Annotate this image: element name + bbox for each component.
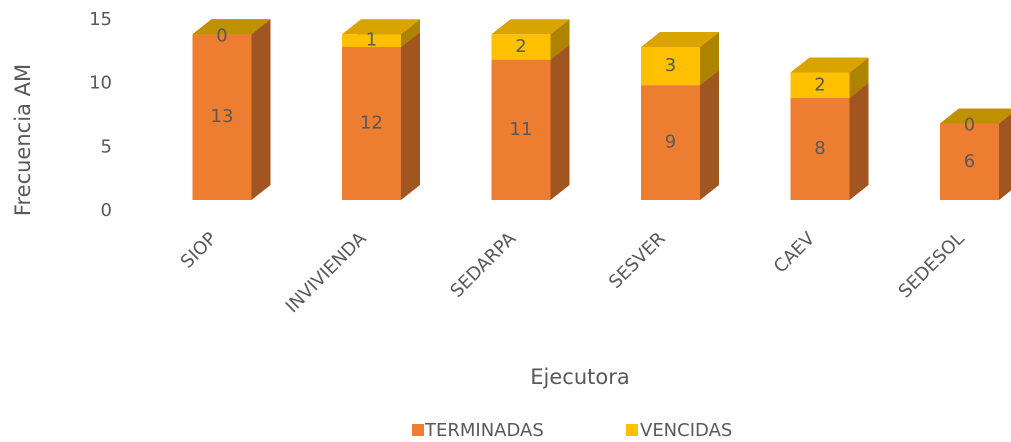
bar-top bbox=[192, 19, 271, 35]
y-tick-label: 10 bbox=[89, 73, 112, 94]
bar-side bbox=[849, 57, 869, 98]
bar-front bbox=[641, 85, 700, 200]
bar-side bbox=[999, 114, 1011, 200]
legend-label: TERMINADAS bbox=[424, 420, 544, 441]
bar-top bbox=[342, 19, 420, 35]
bar-top bbox=[641, 32, 719, 47]
value-label: 9 bbox=[665, 132, 676, 153]
value-label: 8 bbox=[814, 138, 825, 159]
bar-side bbox=[251, 19, 271, 200]
bar-top bbox=[940, 108, 1011, 124]
y-axis-title: Frecuencia AM bbox=[11, 64, 35, 216]
bar-front bbox=[940, 123, 999, 200]
bar-front bbox=[491, 34, 551, 60]
legend-swatch bbox=[412, 424, 424, 436]
bar-front bbox=[192, 34, 252, 200]
x-tick-label: CAEV bbox=[770, 228, 820, 278]
value-label: 13 bbox=[211, 106, 234, 127]
x-axis-title: Ejecutora bbox=[530, 365, 629, 389]
bar-front bbox=[641, 47, 700, 86]
value-label: 2 bbox=[515, 36, 526, 57]
value-label: 0 bbox=[216, 25, 227, 46]
y-tick-label: 5 bbox=[101, 136, 112, 157]
bar-side bbox=[849, 83, 869, 200]
value-label: 2 bbox=[814, 74, 825, 95]
value-label: 1 bbox=[366, 30, 377, 51]
value-label: 3 bbox=[665, 55, 676, 76]
x-tick-label: SESVER bbox=[605, 228, 670, 293]
value-label: 0 bbox=[964, 115, 975, 136]
bar-side bbox=[700, 70, 719, 200]
bar-top bbox=[491, 19, 570, 35]
x-tick-label: SEDESOL bbox=[895, 228, 969, 302]
bar-top bbox=[790, 57, 869, 73]
bar-side bbox=[401, 19, 420, 47]
legend-swatch bbox=[626, 424, 638, 436]
bar-front bbox=[342, 47, 401, 200]
x-tick-label: SIOP bbox=[177, 228, 221, 272]
bar-front bbox=[491, 59, 551, 200]
bar-side bbox=[550, 44, 570, 200]
value-label: 11 bbox=[510, 119, 533, 140]
value-label: 12 bbox=[360, 113, 383, 134]
bar-side bbox=[700, 32, 719, 86]
bar-side bbox=[550, 19, 570, 60]
bar-front bbox=[342, 34, 401, 47]
y-tick-label: 15 bbox=[89, 9, 112, 30]
bar-front bbox=[790, 98, 850, 200]
bar-front bbox=[790, 72, 850, 98]
x-tick-label: INVIVIENDA bbox=[282, 228, 371, 317]
y-tick-label: 0 bbox=[101, 200, 112, 221]
x-tick-label: SEDARPA bbox=[446, 228, 520, 302]
value-label: 6 bbox=[964, 151, 975, 172]
bar-side bbox=[401, 32, 420, 200]
legend-label: VENCIDAS bbox=[640, 420, 732, 441]
